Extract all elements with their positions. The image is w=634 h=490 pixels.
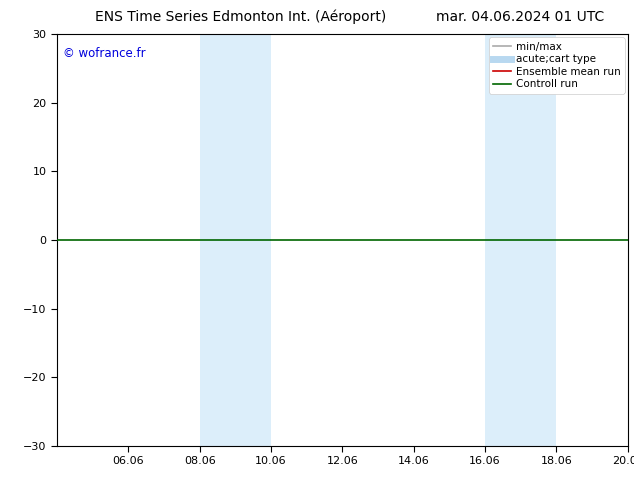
Text: mar. 04.06.2024 01 UTC: mar. 04.06.2024 01 UTC (436, 10, 604, 24)
Legend: min/max, acute;cart type, Ensemble mean run, Controll run: min/max, acute;cart type, Ensemble mean … (489, 37, 624, 94)
Bar (200, 34, 271, 446)
Bar (485, 34, 557, 446)
Text: © wofrance.fr: © wofrance.fr (63, 47, 145, 60)
Text: ENS Time Series Edmonton Int. (Aéroport): ENS Time Series Edmonton Int. (Aéroport) (95, 10, 387, 24)
